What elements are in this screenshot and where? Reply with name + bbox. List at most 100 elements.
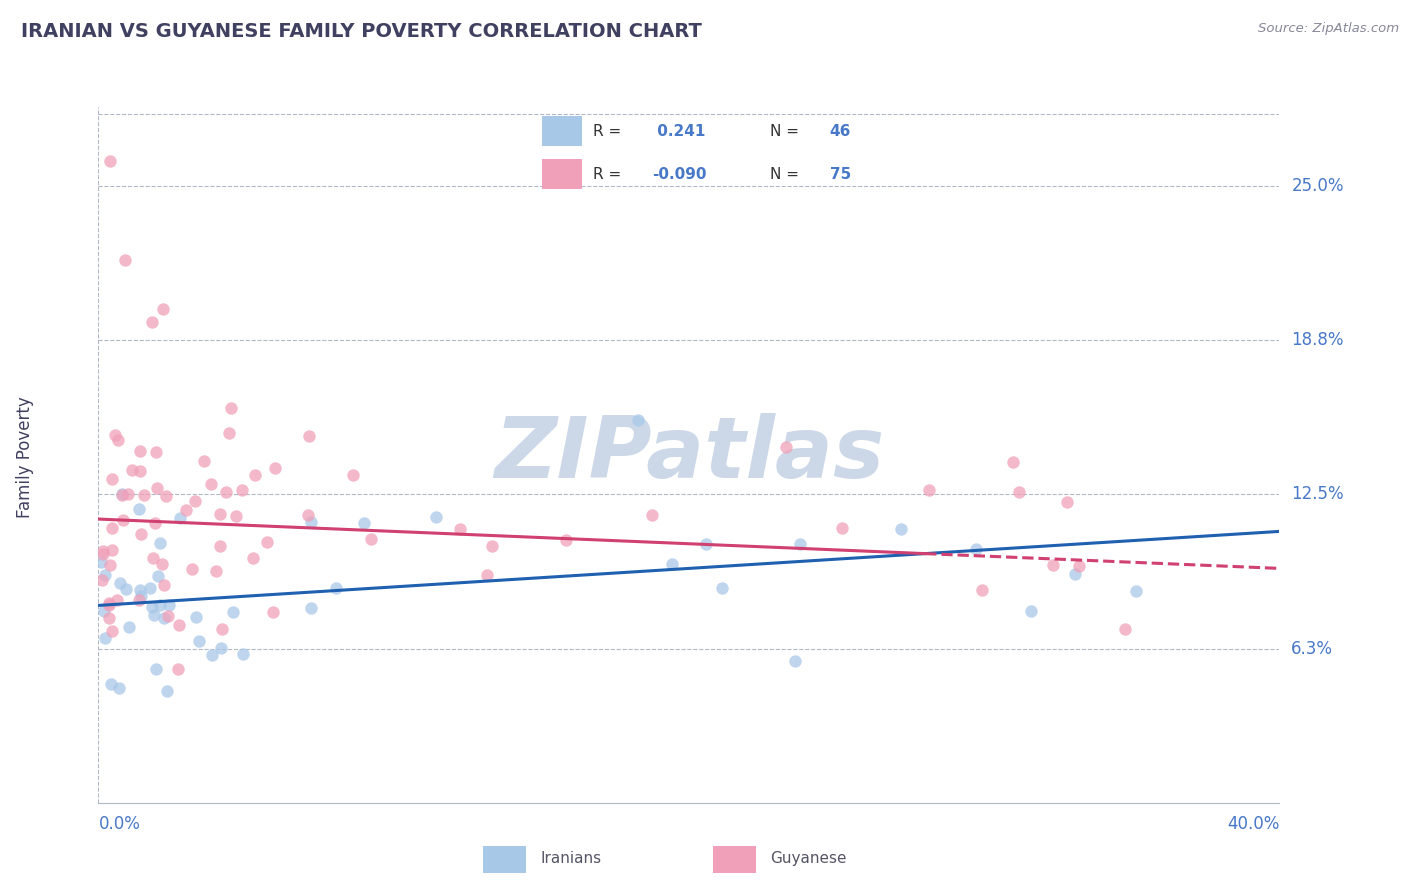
Point xyxy=(783,654,806,668)
Text: 12.5%: 12.5% xyxy=(1291,485,1344,503)
Text: R =: R = xyxy=(593,124,627,139)
Point xyxy=(128,582,150,597)
Point xyxy=(97,596,120,610)
Point xyxy=(94,632,117,646)
Text: Guyanese: Guyanese xyxy=(770,851,846,866)
Text: 40.0%: 40.0% xyxy=(1227,815,1279,833)
Point xyxy=(297,508,319,523)
Point xyxy=(554,533,576,548)
FancyBboxPatch shape xyxy=(713,847,755,873)
Point xyxy=(149,598,172,612)
Text: Source: ZipAtlas.com: Source: ZipAtlas.com xyxy=(1258,22,1399,36)
Point xyxy=(97,611,120,625)
Text: R =: R = xyxy=(593,167,627,182)
Point xyxy=(98,154,121,169)
Point xyxy=(128,502,150,516)
Point xyxy=(153,611,176,625)
Point xyxy=(242,551,264,566)
FancyBboxPatch shape xyxy=(543,116,582,146)
Point xyxy=(114,252,136,267)
Text: ZIPatlas: ZIPatlas xyxy=(494,413,884,497)
Point xyxy=(1002,455,1025,469)
Point xyxy=(117,486,139,500)
Point xyxy=(152,302,174,317)
Point xyxy=(449,522,471,536)
Text: 0.0%: 0.0% xyxy=(98,815,141,833)
Point xyxy=(221,605,243,619)
Point xyxy=(100,624,122,638)
Point xyxy=(143,608,166,623)
Point xyxy=(128,593,150,607)
Point xyxy=(145,444,167,458)
Point xyxy=(142,550,165,565)
Point xyxy=(128,465,150,479)
Point xyxy=(789,537,811,551)
Point xyxy=(353,516,375,531)
Point xyxy=(360,532,382,546)
Point xyxy=(299,601,322,615)
Point xyxy=(325,581,347,595)
Text: -0.090: -0.090 xyxy=(652,167,707,182)
Point xyxy=(167,617,190,632)
Point xyxy=(211,623,233,637)
Point xyxy=(890,522,912,536)
Point xyxy=(90,573,112,587)
Point xyxy=(157,598,180,612)
Point xyxy=(90,555,112,569)
Point xyxy=(100,558,122,573)
Point xyxy=(225,508,247,523)
Point xyxy=(1114,622,1136,636)
Point xyxy=(149,536,172,550)
Point xyxy=(181,562,204,576)
FancyBboxPatch shape xyxy=(543,160,582,189)
Point xyxy=(1008,485,1031,500)
Point xyxy=(111,487,134,501)
Point xyxy=(695,537,717,551)
Point xyxy=(146,481,169,495)
Point xyxy=(128,444,150,458)
Point xyxy=(101,543,124,558)
FancyBboxPatch shape xyxy=(484,847,526,873)
Point xyxy=(110,487,132,501)
Point xyxy=(141,315,163,329)
Point xyxy=(155,489,177,503)
Point xyxy=(475,567,498,582)
Point xyxy=(156,684,179,698)
Point xyxy=(209,641,232,656)
Point xyxy=(186,610,208,624)
Point xyxy=(256,534,278,549)
Point xyxy=(153,578,176,592)
Point xyxy=(131,526,153,541)
Point xyxy=(218,425,240,440)
Point xyxy=(209,508,232,522)
Point xyxy=(627,413,650,427)
Point xyxy=(107,433,129,447)
Point xyxy=(138,582,160,596)
Point xyxy=(970,583,993,598)
Point xyxy=(121,462,143,476)
Point xyxy=(201,648,224,663)
Point xyxy=(111,513,134,527)
Point xyxy=(91,544,114,558)
Point xyxy=(831,521,853,535)
Point xyxy=(108,576,131,591)
Point xyxy=(264,461,287,475)
Point xyxy=(141,599,163,614)
Point xyxy=(98,598,121,612)
Point xyxy=(104,428,127,442)
Point xyxy=(299,516,322,530)
Point xyxy=(91,547,114,561)
Point xyxy=(105,593,128,607)
Text: N =: N = xyxy=(770,167,804,182)
Point xyxy=(134,488,156,502)
Point xyxy=(93,604,115,618)
Point xyxy=(1042,558,1064,572)
Point xyxy=(115,582,138,596)
Point xyxy=(342,468,364,483)
Text: 6.3%: 6.3% xyxy=(1291,640,1333,657)
Point xyxy=(94,568,117,582)
Point xyxy=(101,520,124,534)
Text: IRANIAN VS GUYANESE FAMILY POVERTY CORRELATION CHART: IRANIAN VS GUYANESE FAMILY POVERTY CORRE… xyxy=(21,22,702,41)
Point xyxy=(156,609,179,624)
Point xyxy=(710,581,733,595)
